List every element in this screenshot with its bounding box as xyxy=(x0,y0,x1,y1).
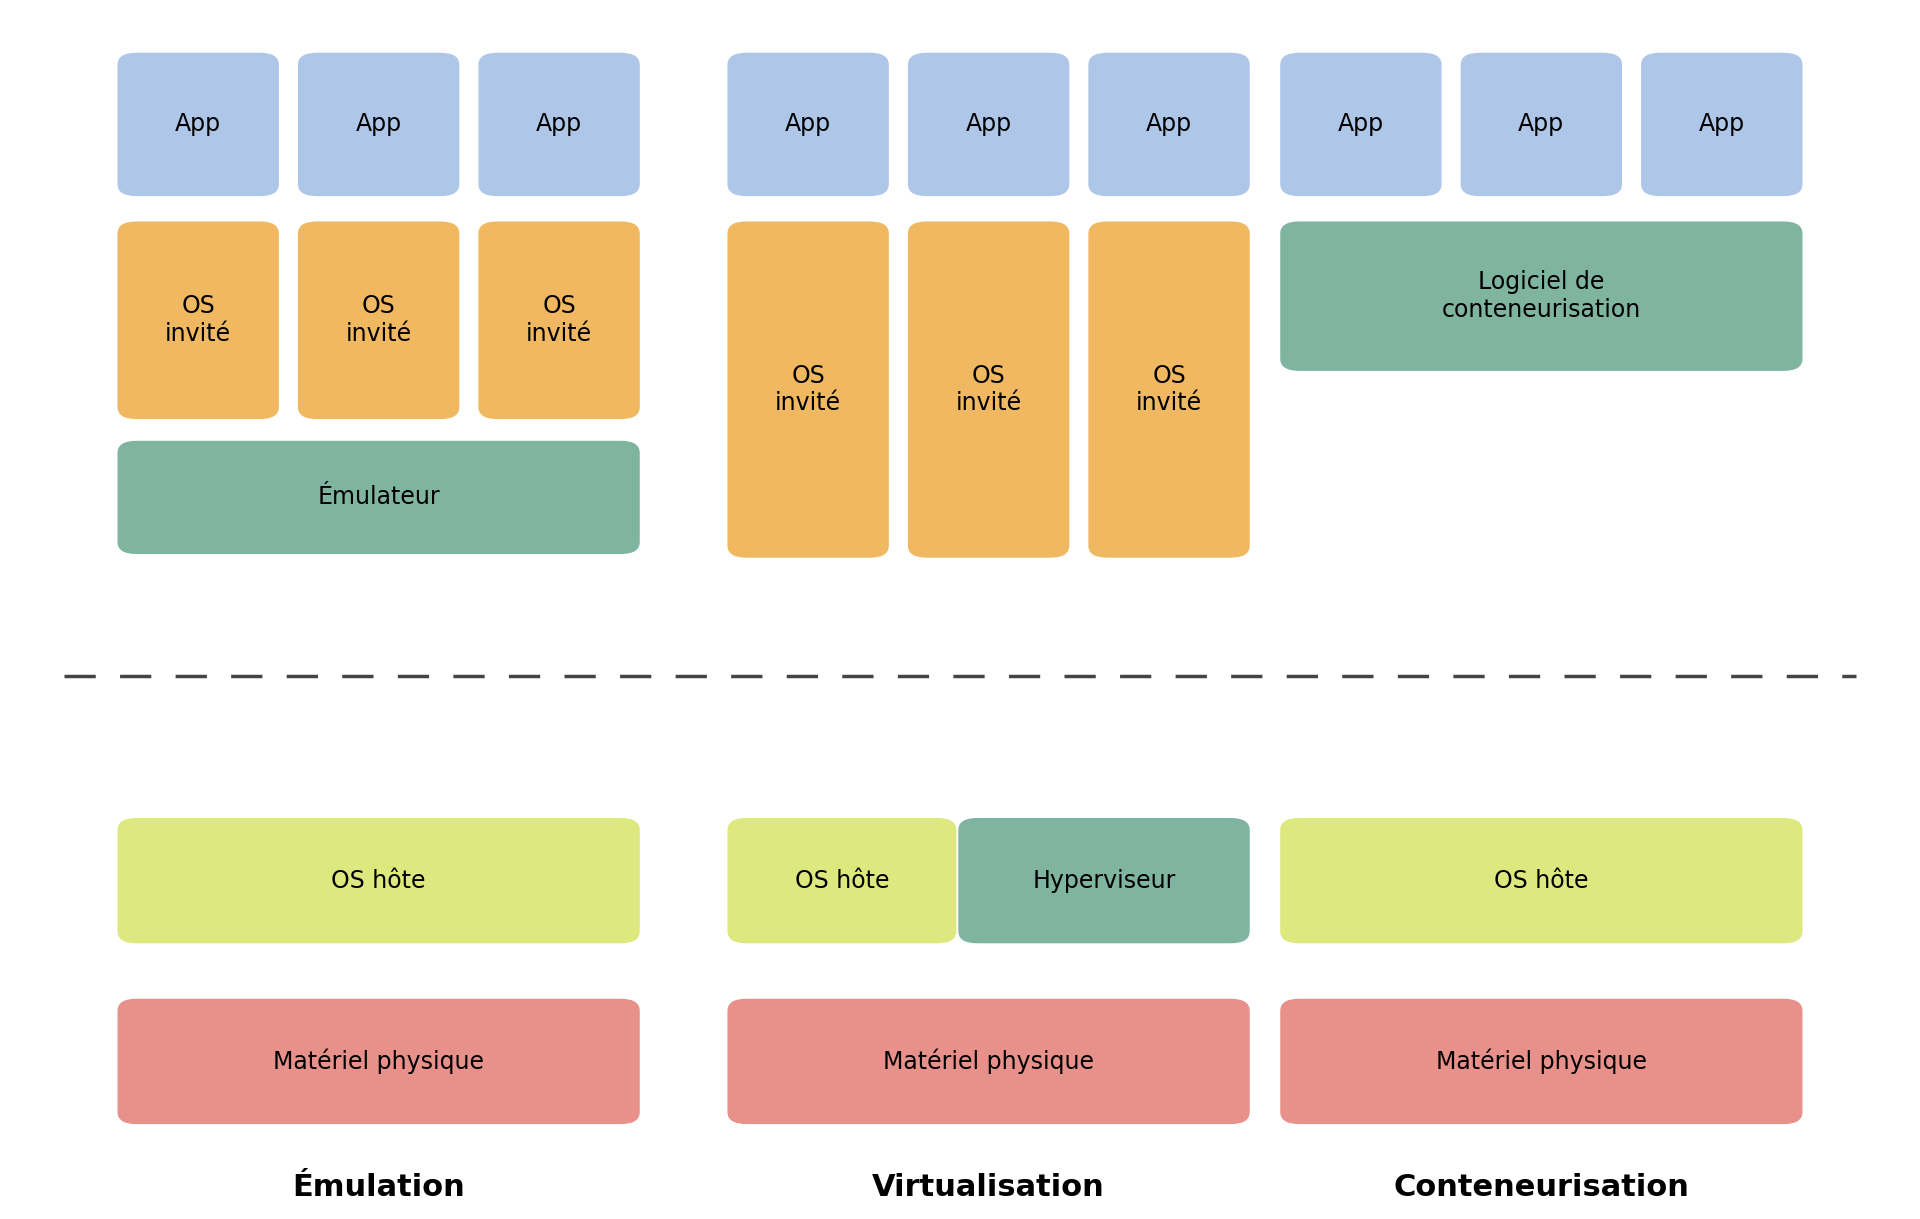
FancyBboxPatch shape xyxy=(1281,818,1803,944)
Text: Hyperviseur: Hyperviseur xyxy=(1033,869,1175,892)
Text: App: App xyxy=(1338,112,1384,137)
FancyBboxPatch shape xyxy=(1461,52,1622,196)
Text: App: App xyxy=(175,112,221,137)
Text: Matériel physique: Matériel physique xyxy=(273,1048,484,1074)
Text: OS hôte: OS hôte xyxy=(332,869,426,892)
Text: App: App xyxy=(1699,112,1745,137)
Text: Émulation: Émulation xyxy=(292,1174,465,1202)
Text: App: App xyxy=(1146,112,1192,137)
FancyBboxPatch shape xyxy=(117,818,639,944)
FancyBboxPatch shape xyxy=(728,818,956,944)
FancyBboxPatch shape xyxy=(478,222,639,419)
FancyBboxPatch shape xyxy=(908,222,1069,557)
FancyBboxPatch shape xyxy=(728,998,1250,1124)
Text: Matériel physique: Matériel physique xyxy=(1436,1048,1647,1074)
FancyBboxPatch shape xyxy=(1281,222,1803,371)
Text: Conteneurisation: Conteneurisation xyxy=(1394,1174,1690,1202)
Text: OS
invité: OS invité xyxy=(776,363,841,416)
Text: OS hôte: OS hôte xyxy=(1494,869,1588,892)
Text: App: App xyxy=(1519,112,1565,137)
Text: OS
invité: OS invité xyxy=(956,363,1021,416)
FancyBboxPatch shape xyxy=(117,52,278,196)
Text: Logiciel de
conteneurisation: Logiciel de conteneurisation xyxy=(1442,271,1642,322)
Text: Matériel physique: Matériel physique xyxy=(883,1048,1094,1074)
Text: App: App xyxy=(536,112,582,137)
FancyBboxPatch shape xyxy=(298,222,459,419)
FancyBboxPatch shape xyxy=(117,222,278,419)
FancyBboxPatch shape xyxy=(908,52,1069,196)
Text: OS
invité: OS invité xyxy=(526,294,591,346)
Text: Émulateur: Émulateur xyxy=(317,485,440,510)
Text: OS
invité: OS invité xyxy=(165,294,230,346)
Text: App: App xyxy=(966,112,1012,137)
Text: Virtualisation: Virtualisation xyxy=(872,1174,1106,1202)
FancyBboxPatch shape xyxy=(1281,998,1803,1124)
FancyBboxPatch shape xyxy=(117,998,639,1124)
Text: OS hôte: OS hôte xyxy=(795,869,889,892)
FancyBboxPatch shape xyxy=(1089,222,1250,557)
Text: OS
invité: OS invité xyxy=(1137,363,1202,416)
FancyBboxPatch shape xyxy=(1281,52,1442,196)
FancyBboxPatch shape xyxy=(1642,52,1803,196)
FancyBboxPatch shape xyxy=(728,52,889,196)
FancyBboxPatch shape xyxy=(117,441,639,555)
FancyBboxPatch shape xyxy=(1089,52,1250,196)
Text: OS
invité: OS invité xyxy=(346,294,411,346)
FancyBboxPatch shape xyxy=(728,222,889,557)
Text: App: App xyxy=(785,112,831,137)
Text: App: App xyxy=(355,112,401,137)
FancyBboxPatch shape xyxy=(478,52,639,196)
FancyBboxPatch shape xyxy=(958,818,1250,944)
FancyBboxPatch shape xyxy=(298,52,459,196)
